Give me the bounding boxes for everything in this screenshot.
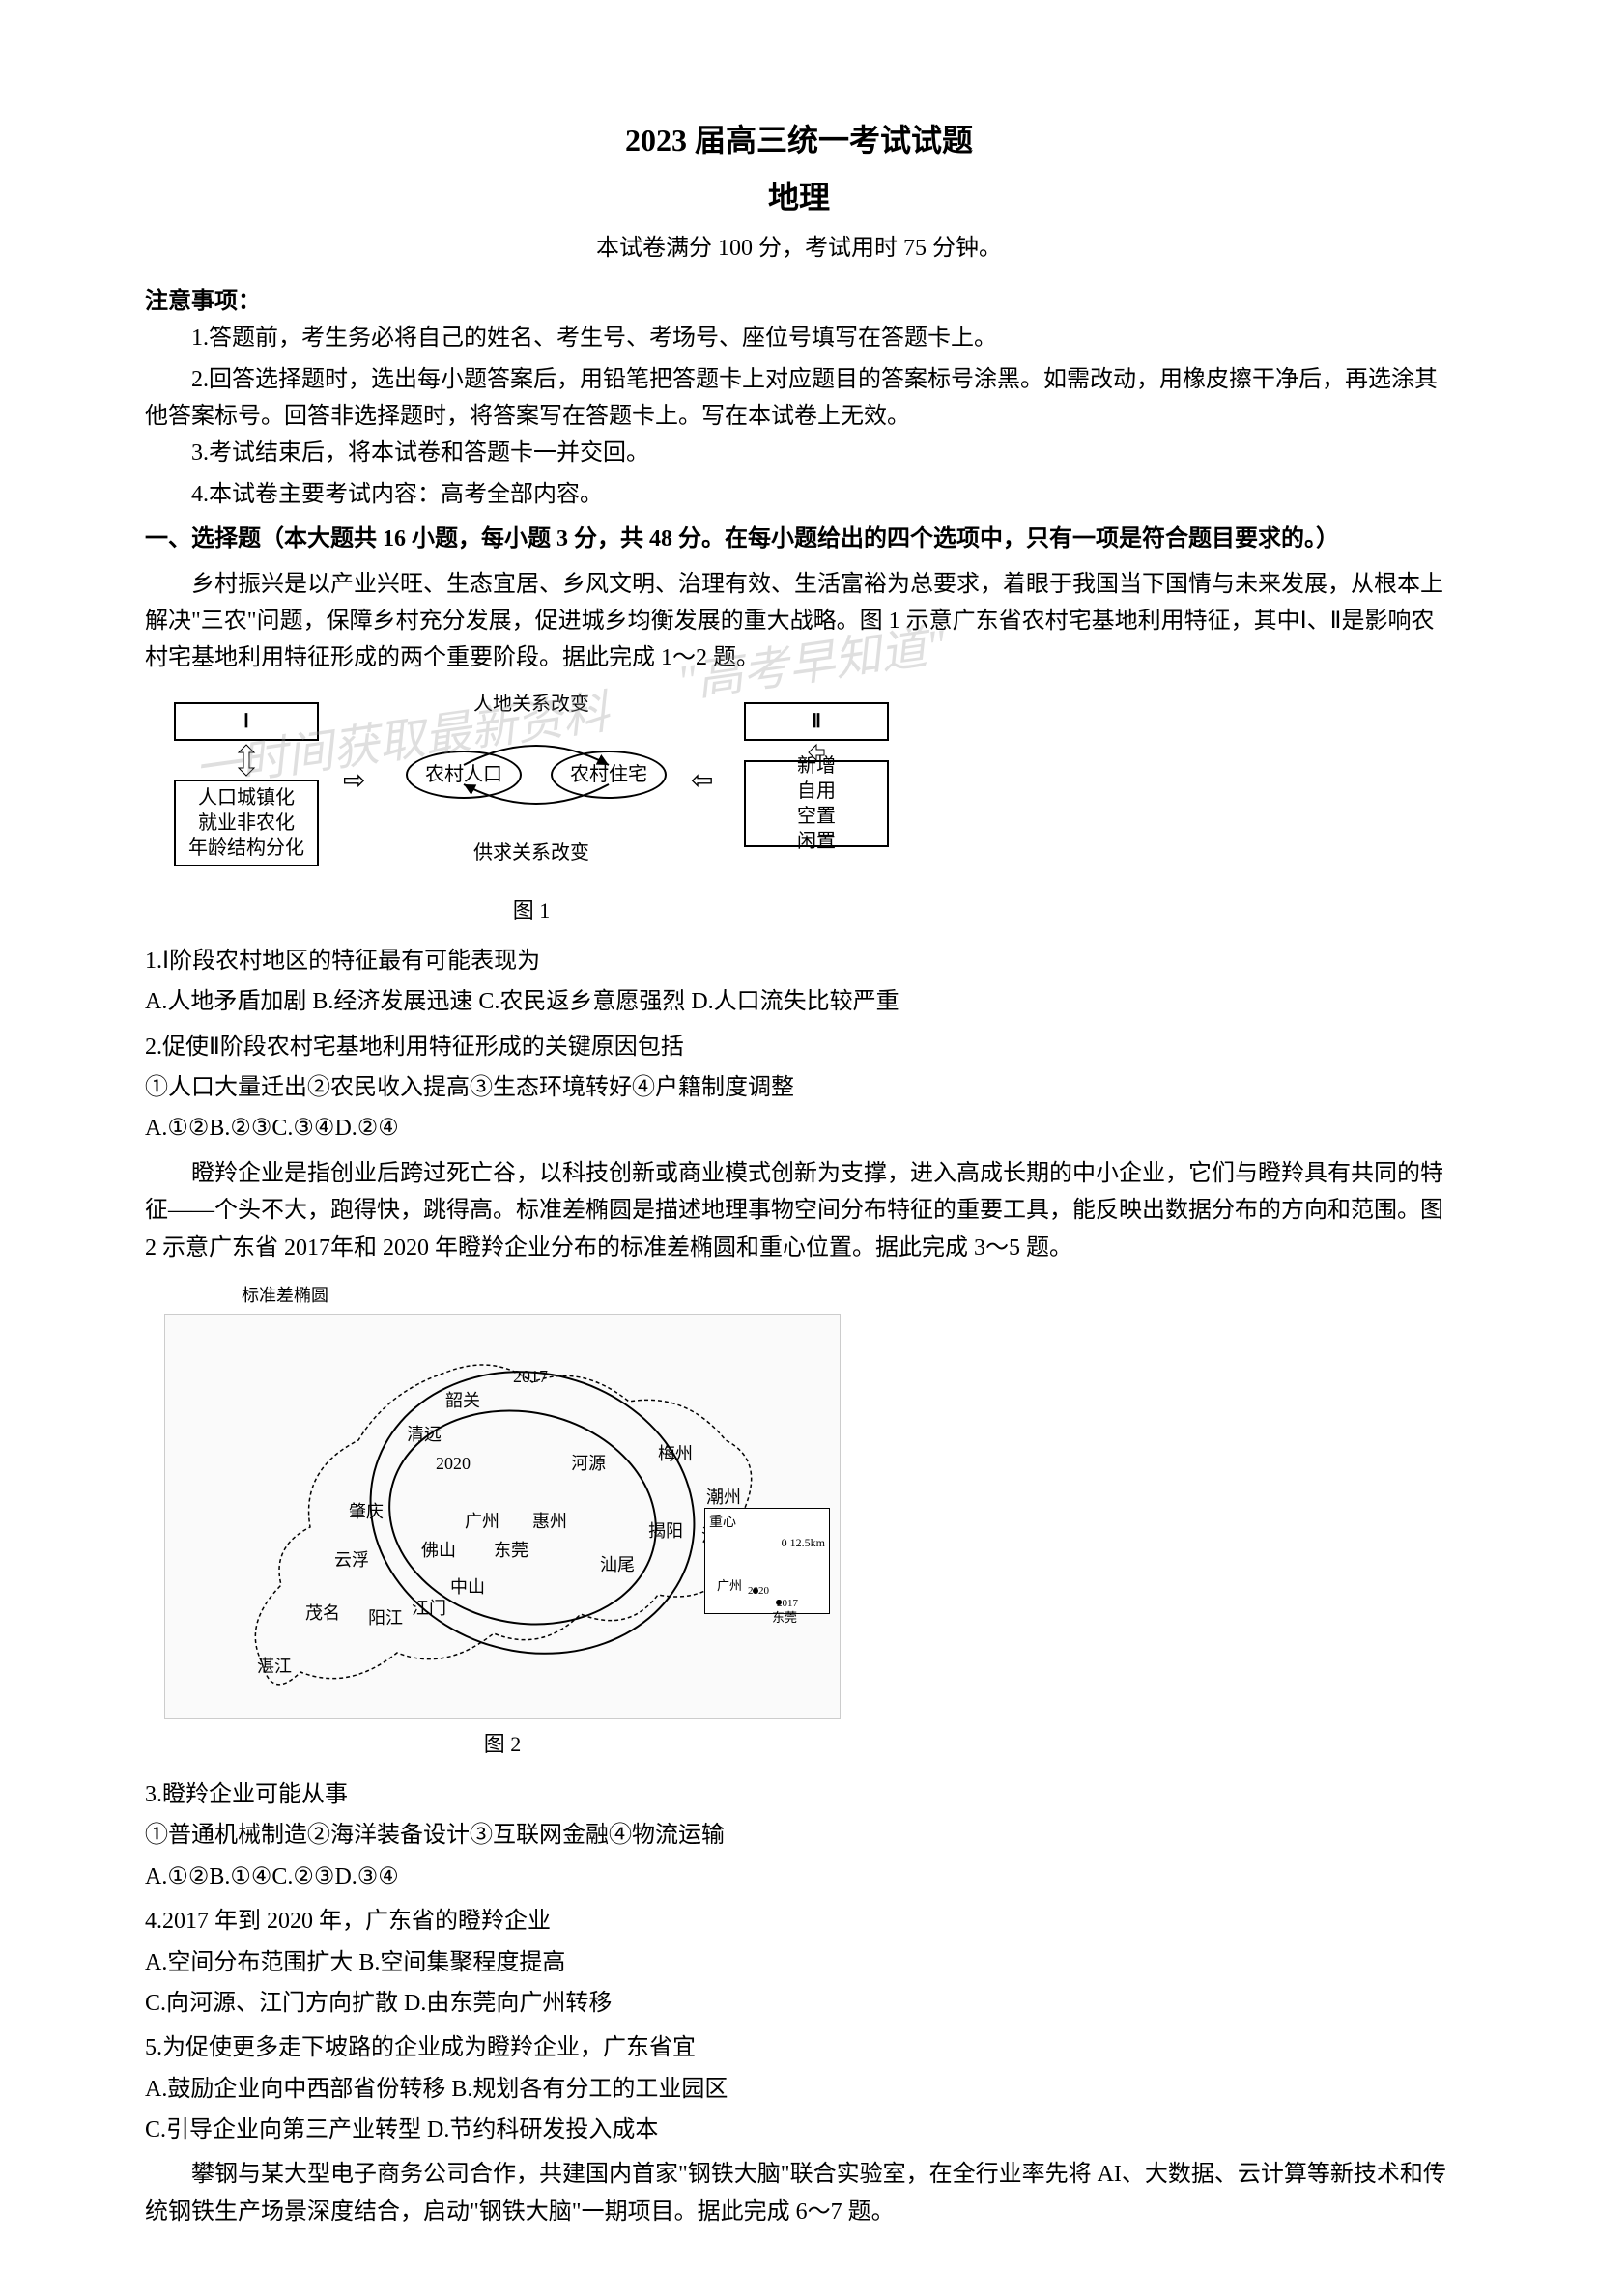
question-3: 3.瞪羚企业可能从事 — [145, 1776, 1453, 1813]
city-shaoguan: 韶关 — [445, 1387, 480, 1415]
question-2-options: A.①②B.②③C.③④D.②④ — [145, 1110, 1453, 1147]
inset-scale: 0 12.5km — [709, 1534, 825, 1552]
question-5-opt-cd: C.引导企业向第三产业转型 D.节约科研发投入成本 — [145, 2112, 1453, 2148]
question-2-sub: ①人口大量迁出②农民收入提高③生态环境转好④户籍制度调整 — [145, 1069, 1453, 1106]
city-maoming: 茂名 — [305, 1600, 340, 1628]
figure-2-caption: 图 2 — [164, 1727, 841, 1761]
city-jiangmen: 江门 — [412, 1595, 446, 1623]
score-time-info: 本试卷满分 100 分，考试用时 75 分钟。 — [145, 230, 1453, 267]
city-yangjiang: 阳江 — [368, 1604, 403, 1632]
notice-item-2: 2.回答选择题时，选出每小题答案后，用铅笔把答题卡上对应题目的答案标号涂黑。如需… — [145, 361, 1453, 436]
question-1: 1.Ⅰ阶段农村地区的特征最有可能表现为 — [145, 943, 1453, 979]
question-5-opt-ab: A.鼓励企业向中西部省份转移 B.规划各有分工的工业园区 — [145, 2071, 1453, 2108]
section-1-header: 一、选择题（本大题共 16 小题，每小题 3 分，共 48 分。在每小题给出的四… — [145, 521, 1453, 557]
notice-header: 注意事项： — [145, 283, 1453, 320]
notice-item-1: 1.答题前，考生务必将自己的姓名、考生号、考场号、座位号填写在答题卡上。 — [145, 320, 1453, 356]
question-4-opt-cd: C.向河源、江门方向扩散 D.由东莞向广州转移 — [145, 1985, 1453, 2022]
city-meizhou: 梅州 — [658, 1440, 693, 1468]
diagram-1: 人地关系改变 Ⅰ Ⅱ 人口城镇化 就业非农化 年龄结构分化 新增 自用 空置 闲… — [164, 693, 899, 886]
question-2: 2.促使Ⅱ阶段农村宅基地利用特征形成的关键原因包括 — [145, 1029, 1453, 1065]
passage-1: 乡村振兴是以产业兴旺、生态宜居、乡风文明、治理有效、生活富裕为总要求，着眼于我国… — [145, 566, 1453, 677]
city-zhanjiang: 湛江 — [257, 1653, 292, 1681]
city-heyuan: 河源 — [571, 1450, 606, 1478]
city-zhaoqing: 肇庆 — [349, 1498, 384, 1526]
question-3-options: A.①②B.①④C.②③D.③④ — [145, 1858, 1453, 1895]
box-roman-1: Ⅰ — [174, 702, 319, 741]
year-2020-label: 2020 — [436, 1450, 471, 1478]
question-1-options: A.人地矛盾加剧 B.经济发展迅速 C.农民返乡意愿强烈 D.人口流失比较严重 — [145, 983, 1453, 1020]
box-left-detail: 人口城镇化 就业非农化 年龄结构分化 — [174, 780, 319, 866]
inset-map: 重心 0 12.5km 广州 2020 2017 东莞 — [704, 1508, 830, 1614]
double-arrow-right — [807, 743, 826, 762]
figure-1-caption: 图 1 — [164, 893, 899, 927]
inset-centroid-label: 重心 — [709, 1513, 825, 1534]
cycle-arrows — [415, 712, 657, 837]
exam-title-subject: 地理 — [145, 173, 1453, 222]
exam-title-main: 2023 届高三统一考试试题 — [145, 116, 1453, 165]
figure-1-container: 人地关系改变 Ⅰ Ⅱ 人口城镇化 就业非农化 年龄结构分化 新增 自用 空置 闲… — [145, 693, 1453, 927]
question-4-opt-ab: A.空间分布范围扩大 B.空间集聚程度提高 — [145, 1944, 1453, 1981]
ellipse-legend: 标准差椭圆 — [242, 1282, 1453, 1310]
city-yunfu: 云浮 — [334, 1546, 369, 1574]
arrow-2: ⇦ — [691, 760, 713, 804]
question-5: 5.为促使更多走下坡路的企业成为瞪羚企业，广东省宜 — [145, 2029, 1453, 2066]
city-shanwei: 汕尾 — [600, 1551, 635, 1579]
city-foshan: 佛山 — [421, 1537, 456, 1565]
notice-item-4: 4.本试卷主要考试内容：高考全部内容。 — [145, 476, 1453, 513]
question-3-sub: ①普通机械制造②海洋装备设计③互联网金融④物流运输 — [145, 1817, 1453, 1854]
city-jieyang: 揭阳 — [648, 1517, 683, 1545]
city-guangzhou: 广州 — [465, 1508, 499, 1536]
city-zhongshan: 中山 — [450, 1573, 485, 1602]
city-huizhou: 惠州 — [532, 1508, 567, 1536]
question-4: 4.2017 年到 2020 年，广东省的瞪羚企业 — [145, 1903, 1453, 1940]
notice-item-3: 3.考试结束后，将本试卷和答题卡一并交回。 — [145, 435, 1453, 471]
box-roman-2: Ⅱ — [744, 702, 889, 741]
arrow-1: ⇨ — [343, 760, 365, 804]
passage-2: 瞪羚企业是指创业后跨过死亡谷，以科技创新或商业模式创新为支撑，进入高成长期的中小… — [145, 1155, 1453, 1266]
figure-2-container: 标准差椭圆 2017 2020 韶关 清远 河源 梅州 肇庆 广州 惠州 潮州 … — [145, 1282, 1453, 1761]
city-dongguan: 东莞 — [494, 1537, 528, 1565]
box-right-detail: 新增 自用 空置 闲置 — [744, 760, 889, 847]
map-guangdong: 2017 2020 韶关 清远 河源 梅州 肇庆 广州 惠州 潮州 揭阳 汕头 … — [164, 1314, 841, 1719]
passage-3: 攀钢与某大型电子商务公司合作，共建国内首家"钢铁大脑"联合实验室，在全行业率先将… — [145, 2156, 1453, 2230]
year-2017-label: 2017 — [513, 1363, 548, 1391]
city-qingyuan: 清远 — [407, 1421, 442, 1449]
double-arrow-left — [237, 743, 256, 778]
bottom-label: 供求关系改变 — [473, 837, 589, 868]
